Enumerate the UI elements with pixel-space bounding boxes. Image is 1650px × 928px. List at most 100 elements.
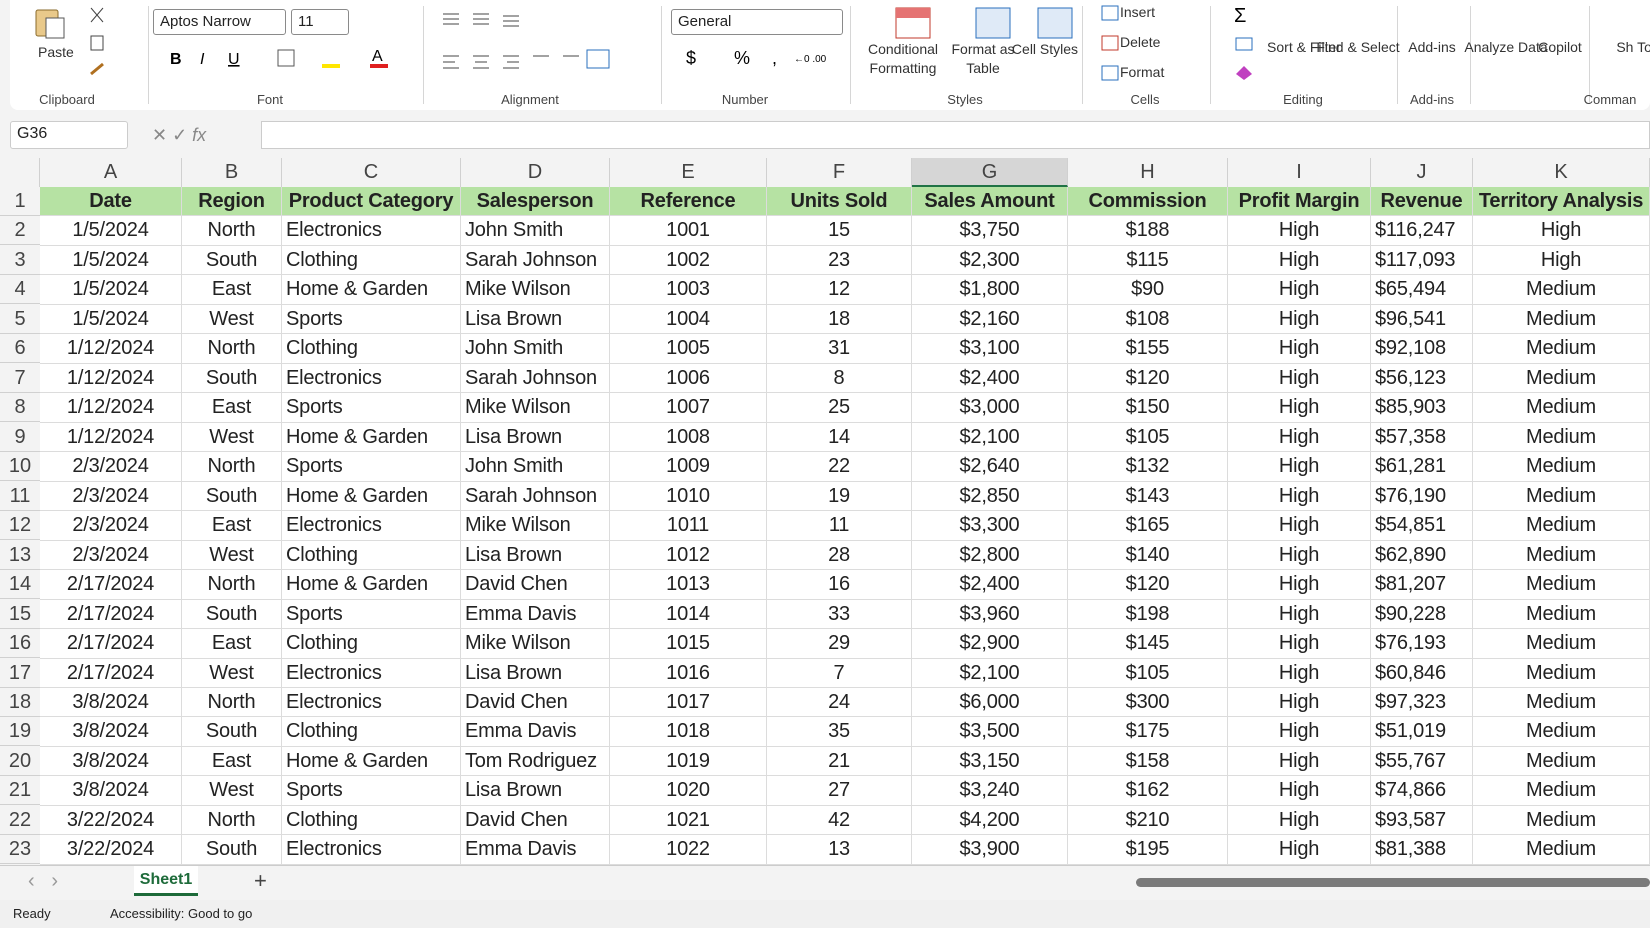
data-cell[interactable]: $1,800 [912, 275, 1068, 305]
row-header[interactable]: 22 [0, 805, 40, 835]
data-cell[interactable]: $2,100 [912, 658, 1068, 688]
data-cell[interactable]: 1001 [610, 216, 767, 246]
row-header[interactable]: 19 [0, 717, 40, 747]
data-cell[interactable]: Clothing [282, 540, 461, 571]
data-cell[interactable]: Sports [282, 304, 461, 335]
data-cell[interactable]: South [182, 717, 282, 747]
data-cell[interactable]: $120 [1068, 570, 1228, 600]
row-header[interactable]: 14 [0, 570, 40, 600]
data-cell[interactable]: $2,640 [912, 452, 1068, 482]
data-cell[interactable]: High [1228, 304, 1371, 335]
data-cell[interactable]: High [1228, 393, 1371, 423]
header-cell[interactable]: Commission [1068, 187, 1228, 217]
data-cell[interactable]: $2,400 [912, 363, 1068, 394]
data-cell[interactable]: High [1473, 245, 1650, 276]
column-header[interactable]: C [282, 158, 461, 187]
column-header[interactable]: D [461, 158, 610, 187]
data-cell[interactable]: $57,358 [1371, 422, 1473, 453]
data-cell[interactable]: North [182, 687, 282, 718]
data-cell[interactable]: Medium [1473, 422, 1650, 453]
row-header[interactable]: 7 [0, 363, 40, 393]
ribbon-button[interactable]: Cell Styles [1011, 41, 1079, 57]
data-cell[interactable]: $90 [1068, 275, 1228, 305]
ribbon-button[interactable]: Analyze Data [1464, 39, 1548, 55]
data-cell[interactable]: 8 [767, 363, 912, 394]
data-cell[interactable]: $93,587 [1371, 805, 1473, 836]
data-cell[interactable]: 1/5/2024 [40, 304, 182, 335]
row-header[interactable]: 11 [0, 481, 40, 511]
data-cell[interactable]: Electronics [282, 363, 461, 394]
data-cell[interactable]: $3,150 [912, 746, 1068, 777]
data-cell[interactable]: John Smith [461, 452, 610, 482]
data-cell[interactable]: $6,000 [912, 687, 1068, 718]
column-header[interactable]: B [182, 158, 282, 187]
data-cell[interactable]: $81,207 [1371, 570, 1473, 600]
data-cell[interactable]: Clothing [282, 334, 461, 364]
data-cell[interactable]: West [182, 540, 282, 571]
row-header[interactable]: 15 [0, 599, 40, 629]
data-cell[interactable]: High [1228, 481, 1371, 512]
data-cell[interactable]: 23 [767, 245, 912, 276]
data-cell[interactable]: 1/12/2024 [40, 363, 182, 394]
data-cell[interactable]: High [1228, 835, 1371, 865]
data-cell[interactable]: Emma Davis [461, 599, 610, 630]
data-cell[interactable]: High [1228, 570, 1371, 600]
row-header[interactable]: 21 [0, 776, 40, 806]
data-cell[interactable]: Mike Wilson [461, 275, 610, 305]
data-cell[interactable]: Medium [1473, 805, 1650, 836]
data-cell[interactable]: High [1228, 629, 1371, 659]
row-header[interactable]: 10 [0, 452, 40, 482]
data-cell[interactable]: 1/5/2024 [40, 275, 182, 305]
data-cell[interactable]: David Chen [461, 687, 610, 718]
font-name-box[interactable]: Aptos Narrow [153, 9, 286, 35]
data-cell[interactable]: $62,890 [1371, 540, 1473, 571]
data-cell[interactable]: Clothing [282, 717, 461, 747]
header-cell[interactable]: Sales Amount [912, 187, 1068, 217]
data-cell[interactable]: 1002 [610, 245, 767, 276]
data-cell[interactable]: 3/22/2024 [40, 835, 182, 865]
header-cell[interactable]: Units Sold [767, 187, 912, 217]
data-cell[interactable]: $3,500 [912, 717, 1068, 747]
data-cell[interactable]: 2/17/2024 [40, 599, 182, 630]
data-cell[interactable]: $76,190 [1371, 481, 1473, 512]
data-cell[interactable]: 2/3/2024 [40, 540, 182, 571]
data-cell[interactable]: 1011 [610, 511, 767, 541]
header-cell[interactable]: Salesperson [461, 187, 610, 217]
header-cell[interactable]: Territory Analysis [1473, 187, 1650, 217]
data-cell[interactable]: Medium [1473, 687, 1650, 718]
data-cell[interactable]: $60,846 [1371, 658, 1473, 688]
data-cell[interactable]: $81,388 [1371, 835, 1473, 865]
data-cell[interactable]: $145 [1068, 629, 1228, 659]
data-cell[interactable]: High [1228, 334, 1371, 364]
data-cell[interactable]: Medium [1473, 776, 1650, 806]
column-header[interactable]: G [912, 158, 1068, 187]
sheet-tab[interactable]: Sheet1 [134, 866, 198, 896]
data-cell[interactable]: 19 [767, 481, 912, 512]
row-header[interactable]: 3 [0, 245, 40, 275]
data-cell[interactable]: 1021 [610, 805, 767, 836]
data-cell[interactable]: Mike Wilson [461, 511, 610, 541]
data-cell[interactable]: Lisa Brown [461, 776, 610, 806]
data-cell[interactable]: Lisa Brown [461, 304, 610, 335]
data-cell[interactable]: Medium [1473, 393, 1650, 423]
header-cell[interactable]: Revenue [1371, 187, 1473, 217]
data-cell[interactable]: $3,900 [912, 835, 1068, 865]
data-cell[interactable]: 1019 [610, 746, 767, 777]
data-cell[interactable]: 2/17/2024 [40, 629, 182, 659]
data-cell[interactable]: High [1228, 776, 1371, 806]
data-cell[interactable]: $3,750 [912, 216, 1068, 246]
data-cell[interactable]: 1/12/2024 [40, 422, 182, 453]
data-cell[interactable]: $65,494 [1371, 275, 1473, 305]
data-cell[interactable]: $143 [1068, 481, 1228, 512]
data-cell[interactable]: 28 [767, 540, 912, 571]
column-header[interactable]: E [610, 158, 767, 187]
data-cell[interactable]: $120 [1068, 363, 1228, 394]
data-cell[interactable]: 1017 [610, 687, 767, 718]
row-header[interactable]: 12 [0, 511, 40, 541]
data-cell[interactable]: Medium [1473, 746, 1650, 777]
data-cell[interactable]: $2,400 [912, 570, 1068, 600]
ribbon-button[interactable]: Sort & Filter [1267, 39, 1341, 55]
data-cell[interactable]: South [182, 363, 282, 394]
data-cell[interactable]: 35 [767, 717, 912, 747]
data-cell[interactable]: 3/8/2024 [40, 776, 182, 806]
